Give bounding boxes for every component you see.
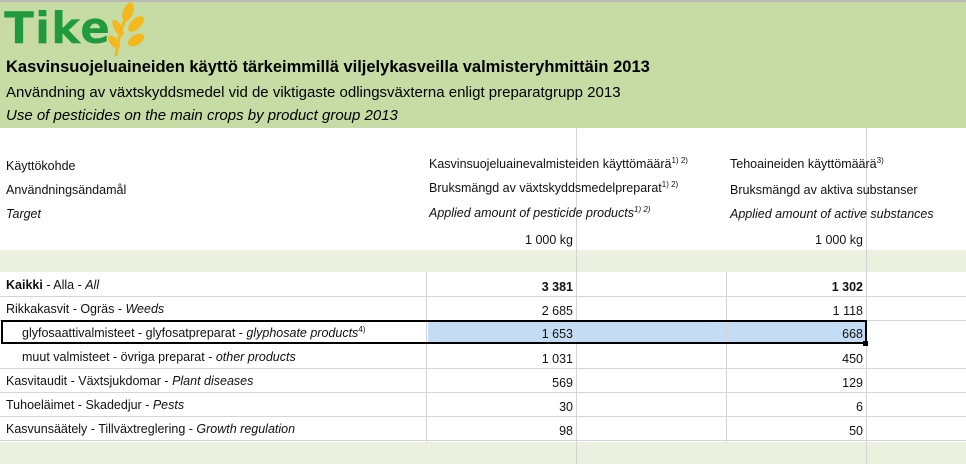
products-value[interactable]: 569 [552, 376, 573, 390]
top-border [0, 0, 966, 2]
actives-value[interactable]: 129 [842, 376, 863, 390]
selected-cell-actives[interactable] [727, 322, 865, 342]
selection-border [1, 320, 867, 344]
grid-line [0, 440, 966, 441]
products-value[interactable]: 1 031 [541, 352, 573, 366]
actives-unit: 1 000 kg [815, 233, 863, 247]
selected-cell-empty[interactable] [576, 322, 726, 342]
products-value[interactable]: 30 [559, 400, 573, 414]
actives-value[interactable]: 1 302 [831, 280, 863, 294]
actives-header-sv: Bruksmängd av aktiva substanser [730, 183, 918, 197]
products-unit: 1 000 kg [525, 233, 573, 247]
target-header-fi: Käyttökohde [6, 159, 76, 173]
actives-header-en: Applied amount of active substances [730, 207, 934, 221]
row-label[interactable]: Kaikki - Alla - All [6, 278, 100, 292]
fill-handle[interactable] [863, 341, 868, 346]
title-swedish: Användning av växtskyddsmedel vid de vik… [6, 84, 621, 101]
row-label[interactable]: glyfosaattivalmisteet - glyfosatpreparat… [22, 324, 366, 340]
grid-line [0, 296, 966, 297]
unit-spacer-row [0, 250, 966, 272]
row-label[interactable]: muut valmisteet - övriga preparat - othe… [22, 350, 296, 364]
bottom-spacer-row [0, 442, 966, 464]
selected-cell-products[interactable] [428, 322, 576, 342]
grid-line [0, 416, 966, 417]
products-value[interactable]: 98 [559, 424, 573, 438]
row-label[interactable]: Rikkakasvit - Ogräs - Weeds [6, 302, 165, 316]
actives-value[interactable]: 450 [842, 352, 863, 366]
row-label[interactable]: Kasvunsäätely - Tillväxtreglering - Grow… [6, 422, 296, 436]
header-band [0, 0, 966, 128]
products-value[interactable]: 1 653 [541, 327, 573, 341]
products-header-en: Applied amount of pesticide products1) 2… [429, 204, 651, 220]
actives-value[interactable]: 668 [842, 327, 863, 341]
grid-line [0, 392, 966, 393]
actives-header-fi: Tehoaineiden käyttömäärä3) [730, 155, 884, 171]
grid-line [426, 272, 427, 442]
actives-value[interactable]: 6 [856, 400, 863, 414]
grid-line [0, 368, 966, 369]
row-label[interactable]: Kasvitaudit - Växtsjukdomar - Plant dise… [6, 374, 254, 388]
target-header-en: Target [6, 207, 41, 221]
actives-value[interactable]: 50 [849, 424, 863, 438]
wheat-icon [108, 2, 145, 56]
logo-text: Tike [4, 3, 112, 54]
target-header-sv: Användningsändamål [6, 183, 127, 197]
row-label[interactable]: Tuhoeläimet - Skadedjur - Pests [6, 398, 185, 412]
actives-value[interactable]: 1 118 [832, 304, 863, 318]
products-value[interactable]: 2 685 [541, 304, 573, 318]
title-english: Use of pesticides on the main crops by p… [6, 107, 398, 124]
products-header-fi: Kasvinsuojeluainevalmisteiden käyttömäär… [429, 155, 688, 171]
tike-logo: Tike [4, 2, 154, 58]
title-finnish: Kasvinsuojeluaineiden käyttö tärkeimmill… [6, 58, 650, 76]
products-value[interactable]: 3 381 [541, 280, 573, 294]
products-header-sv: Bruksmängd av växtskyddsmedelpreparat1) … [429, 179, 679, 195]
grid-line [726, 272, 727, 442]
